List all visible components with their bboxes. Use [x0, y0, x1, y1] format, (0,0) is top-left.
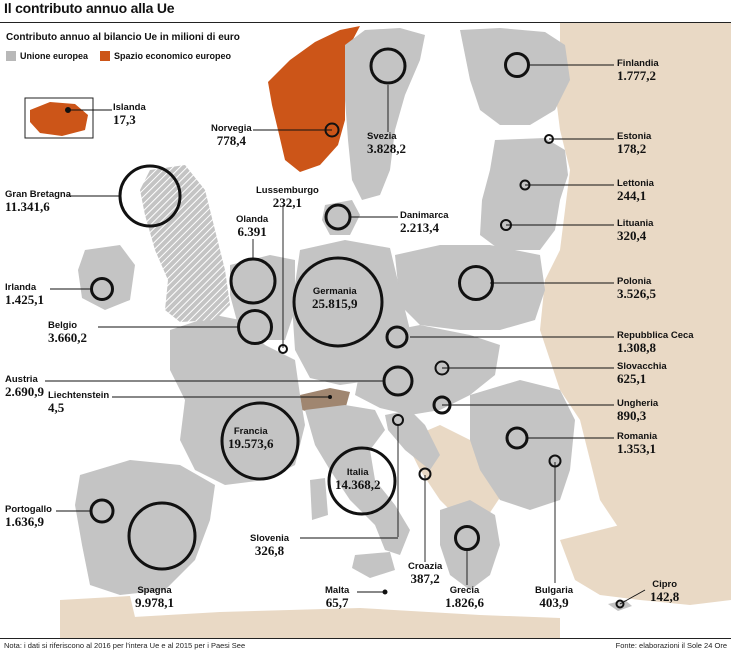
non-eu-land-morocco	[60, 596, 140, 638]
bubble-croazia	[418, 467, 432, 481]
country-shape-cipro	[608, 600, 632, 611]
non-eu-land-africa	[80, 608, 560, 638]
label-croazia: Croazia 387,2	[408, 561, 443, 586]
label-irlanda: Irlanda 1.425,1	[5, 282, 44, 307]
bubble-ungheria	[432, 395, 452, 415]
bubble-olanda	[229, 257, 277, 305]
label-belgio: Belgio 3.660,2	[48, 320, 87, 345]
bubble-francia	[220, 401, 300, 481]
bubbles	[65, 47, 625, 609]
label-bulgaria: Bulgaria 403,9	[535, 585, 574, 610]
country-shape-sardegna	[310, 478, 328, 520]
bubble-lussemburgo	[278, 344, 288, 354]
label-slovenia: Slovenia 326,8	[250, 533, 290, 558]
label-lituania: Lituania 320,4	[617, 218, 654, 243]
country-shape-iberia	[75, 460, 215, 595]
label-cipro: Cipro 142,8	[650, 579, 680, 604]
label-gran-bretagna: Gran Bretagna 11.341,6	[5, 189, 71, 214]
bubble-grecia	[454, 525, 480, 551]
bubble-italia	[327, 446, 397, 516]
label-spagna: Spagna 9.978,1	[135, 585, 174, 610]
bubble-spagna	[127, 501, 197, 571]
label-austria: Austria 2.690,9	[5, 374, 44, 399]
label-svezia: Svezia 3.828,2	[367, 131, 406, 156]
legend-label-eu: Unione europea	[20, 51, 89, 61]
legend-swatch-eea	[100, 51, 111, 61]
bubble-germania	[292, 256, 384, 348]
country-shape-islanda	[30, 102, 88, 136]
country-shape-svezia	[345, 28, 425, 200]
label-italia: Italia 14.368,2	[335, 467, 381, 492]
bubble-gran-bretagna	[118, 164, 182, 228]
label-malta: Malta 65,7	[325, 585, 350, 610]
bubble-romania	[505, 426, 529, 450]
label-liechtenstein: Liechtenstein 4,5	[48, 390, 110, 415]
country-shape-sicilia	[352, 552, 395, 578]
leader-lines	[45, 64, 646, 605]
bubble-cipro	[615, 599, 625, 609]
footer-divider	[0, 638, 731, 639]
bubble-norvegia	[324, 122, 340, 138]
bubble-repubblica-ceca	[385, 325, 409, 349]
label-portogallo: Portogallo 1.636,9	[5, 504, 52, 529]
label-germania: Germania 25.815,9	[312, 286, 358, 311]
bubble-portogallo	[89, 498, 115, 524]
label-finlandia: Finlandia 1.777,2	[617, 58, 659, 83]
label-olanda: Olanda 6.391	[236, 214, 269, 239]
country-shape-italia	[305, 405, 410, 555]
label-repubblica-ceca: Repubblica Ceca 1.308,8	[617, 330, 694, 355]
bubble-lettonia	[519, 179, 531, 191]
bubble-malta	[382, 589, 388, 595]
country-shape-baltici	[480, 138, 568, 250]
page-title: Il contributo annuo alla Ue	[4, 0, 175, 16]
bubble-irlanda	[90, 277, 114, 301]
bubble-belgio	[237, 309, 273, 345]
country-shape-francia	[170, 315, 305, 485]
country-shape-gran-bretagna	[140, 165, 230, 322]
label-slovacchia: Slovacchia 625,1	[617, 361, 667, 386]
label-grecia: Grecia 1.826,6	[445, 585, 484, 610]
label-polonia: Polonia 3.526,5	[617, 276, 656, 301]
non-eu-land-east	[540, 23, 731, 600]
country-shape-benelux	[230, 255, 295, 340]
chart-subtitle: Contributo annuo al bilancio Ue in milio…	[6, 32, 240, 43]
bubble-svezia	[369, 47, 407, 85]
country-shape-irlanda	[78, 245, 135, 310]
bubble-lituania	[500, 219, 512, 231]
label-francia: Francia 19.573,6	[228, 426, 274, 451]
bubble-liechtenstein	[328, 395, 332, 399]
label-lussemburgo: Lussemburgo 232,1	[256, 185, 319, 210]
bubble-danimarca	[324, 203, 352, 231]
bubble-slovacchia	[434, 360, 450, 376]
bubble-slovenia	[392, 414, 404, 426]
bubble-austria	[382, 365, 414, 397]
legend-swatch-eu	[6, 51, 16, 61]
label-islanda: Islanda 17,3	[113, 102, 146, 127]
label-lettonia: Lettonia 244,1	[617, 178, 654, 203]
label-ungheria: Ungheria 890,3	[617, 398, 659, 423]
legend-label-eea: Spazio economico europeo	[114, 51, 232, 61]
country-shape-grecia	[440, 500, 500, 590]
label-estonia: Estonia 178,2	[617, 131, 652, 156]
label-danimarca: Danimarca 2.213,4	[400, 210, 449, 235]
europe-map	[24, 23, 731, 638]
legend: Unione europea Spazio economico europeo	[6, 51, 231, 61]
label-norvegia: Norvegia 778,4	[211, 123, 252, 148]
bubble-polonia	[458, 265, 494, 301]
label-romania: Romania 1.353,1	[617, 431, 658, 456]
source-note: Fonte: elaborazioni il Sole 24 Ore	[615, 641, 727, 650]
country-shape-polonia	[395, 245, 545, 330]
bubble-bulgaria	[548, 454, 562, 468]
footnote: Nota: i dati si riferiscono al 2016 per …	[4, 641, 246, 650]
bubble-estonia	[544, 134, 554, 144]
bubble-islanda	[65, 107, 71, 113]
title-divider	[0, 22, 731, 23]
non-eu-land-turkey	[560, 525, 731, 605]
bubble-finlandia	[504, 52, 530, 78]
